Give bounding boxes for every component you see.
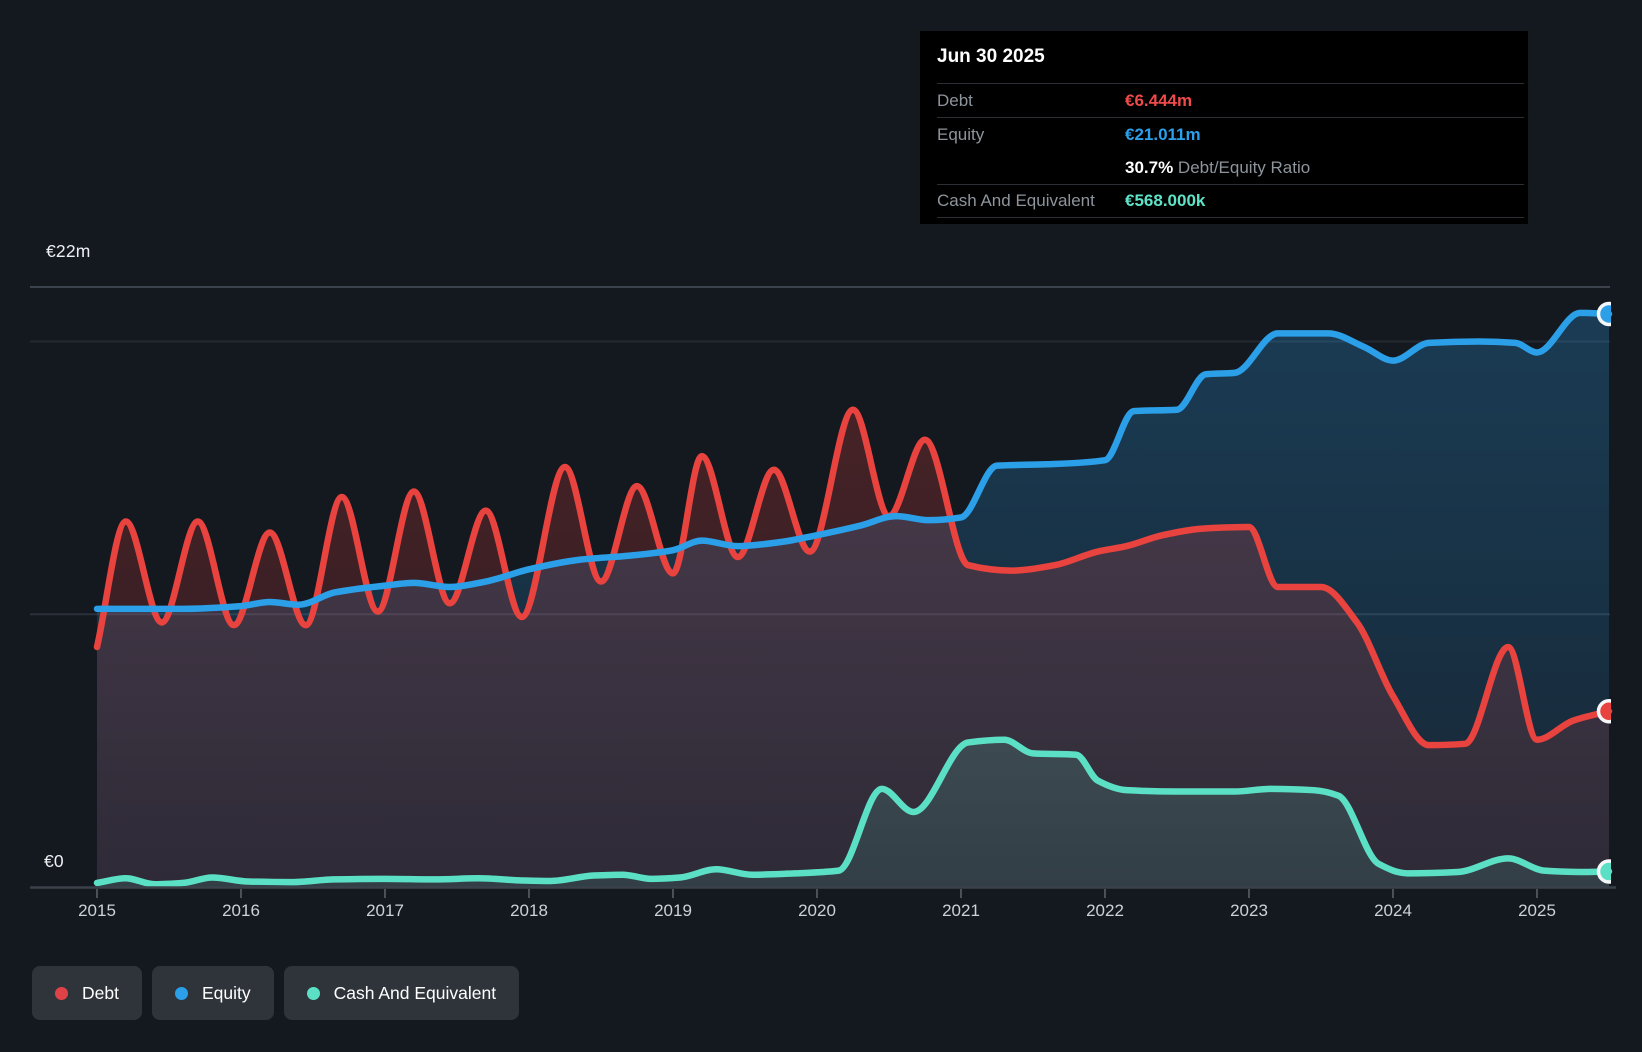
equity-series-dot-icon — [175, 987, 188, 1000]
y-axis-label-zero: €0 — [44, 851, 64, 872]
tooltip-ratio-value: 30.7% — [1125, 158, 1173, 177]
x-axis-tick-label: 2018 — [493, 901, 565, 921]
x-axis-tick-label: 2025 — [1501, 901, 1573, 921]
tooltip-cash-label: Cash And Equivalent — [937, 191, 1125, 211]
legend-item-equity[interactable]: Equity — [152, 966, 274, 1020]
legend-item-debt[interactable]: Debt — [32, 966, 142, 1020]
legend-item-cash[interactable]: Cash And Equivalent — [284, 966, 519, 1020]
x-axis-tick-label: 2015 — [61, 901, 133, 921]
tooltip-debt-value: €6.444m — [1125, 91, 1192, 111]
tooltip-row-equity: Equity €21.011m — [937, 117, 1524, 151]
legend-debt-label: Debt — [82, 983, 119, 1004]
tooltip-debt-label: Debt — [937, 91, 1125, 111]
tooltip-row-debt: Debt €6.444m — [937, 83, 1524, 117]
tooltip-cash-value: €568.000k — [1125, 191, 1205, 211]
x-axis-tick-label: 2016 — [205, 901, 277, 921]
chart-tooltip: Jun 30 2025 Debt €6.444m Equity €21.011m… — [920, 31, 1528, 224]
tooltip-date: Jun 30 2025 — [937, 31, 1524, 83]
chart-legend: Debt Equity Cash And Equivalent — [32, 966, 519, 1020]
cash-series-dot-icon — [307, 987, 320, 1000]
x-axis-tick-label: 2024 — [1357, 901, 1429, 921]
tooltip-row-cash: Cash And Equivalent €568.000k — [937, 184, 1524, 218]
tooltip-row-ratio: 30.7% Debt/Equity Ratio — [937, 151, 1524, 184]
debt-equity-history-chart: €22m €0 2015 2016 2017 2018 2019 2020 2021 2022… — [0, 0, 1642, 1052]
tooltip-equity-value: €21.011m — [1125, 125, 1201, 145]
x-axis-tick-label: 2023 — [1213, 901, 1285, 921]
x-axis-tick-label: 2021 — [925, 901, 997, 921]
x-axis-tick-label: 2019 — [637, 901, 709, 921]
x-axis-tick-label: 2017 — [349, 901, 421, 921]
tooltip-equity-label: Equity — [937, 125, 1125, 145]
x-axis-tick-label: 2020 — [781, 901, 853, 921]
debt-series-dot-icon — [55, 987, 68, 1000]
legend-equity-label: Equity — [202, 983, 251, 1004]
tooltip-ratio-label: Debt/Equity Ratio — [1173, 158, 1310, 177]
legend-cash-label: Cash And Equivalent — [334, 983, 496, 1004]
y-axis-label-max: €22m — [46, 241, 91, 262]
x-axis-tick-label: 2022 — [1069, 901, 1141, 921]
